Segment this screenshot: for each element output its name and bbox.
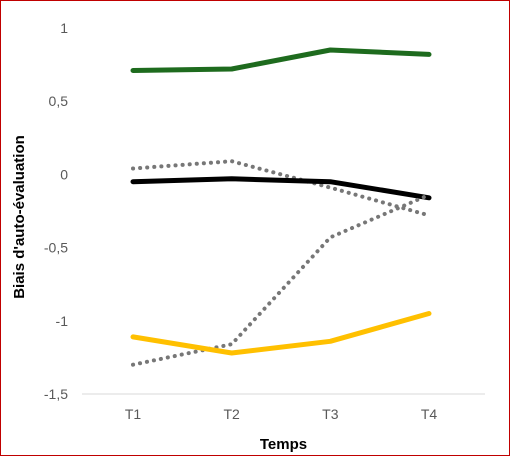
series-line-2	[131, 159, 431, 218]
series-line-5	[130, 311, 432, 356]
x-tick-label: T4	[421, 406, 438, 422]
x-tick-labels: T1 T2 T3 T4	[125, 406, 438, 422]
x-axis-title: Temps	[260, 436, 307, 453]
y-tick-label: -1	[56, 313, 69, 329]
x-tick-label: T2	[223, 406, 240, 422]
y-tick-label: 0	[60, 166, 68, 182]
y-tick-label: 0,5	[49, 93, 69, 109]
y-tick-label: -0,5	[44, 240, 68, 256]
y-tick-label: -1,5	[44, 386, 68, 402]
y-tick-labels: 1 0,5 0 -0,5 -1 -1,5	[44, 20, 68, 402]
series-line-4	[131, 192, 431, 367]
x-tick-label: T3	[322, 406, 339, 422]
series-line-1	[130, 47, 432, 73]
y-axis-title: Biais d'auto-évaluation	[11, 135, 28, 299]
y-tick-label: 1	[60, 20, 68, 36]
series-group	[130, 47, 432, 367]
series-line-3	[130, 176, 432, 201]
x-tick-label: T1	[125, 406, 142, 422]
